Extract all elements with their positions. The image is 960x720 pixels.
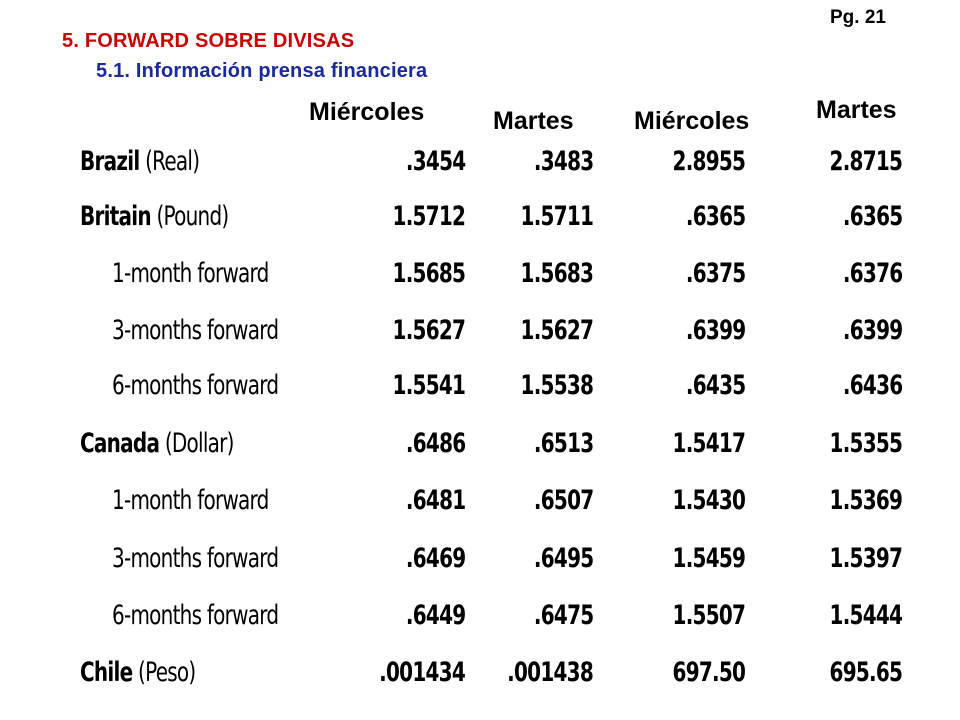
- table-row: 1-month forward .6481 .6507 1.5430 1.536…: [0, 485, 960, 541]
- table-row: 3-months forward .6469 .6495 1.5459 1.53…: [0, 543, 960, 599]
- row-label: Chile (Peso): [80, 657, 196, 688]
- value-cell: .6436: [842, 370, 902, 401]
- value-cell: .6365: [842, 201, 902, 232]
- row-label: 6-months forward: [112, 370, 279, 401]
- value-cell: .6376: [842, 258, 902, 289]
- value-cell: .6475: [533, 600, 593, 631]
- value-cell: .6486: [405, 428, 465, 459]
- value-cell: .6495: [533, 543, 593, 574]
- table-row: Brazil (Real) .3454 .3483 2.8955 2.8715: [0, 146, 960, 202]
- value-cell: .6481: [405, 485, 465, 516]
- value-cell: .6469: [405, 543, 465, 574]
- value-cell: 695.65: [829, 657, 902, 688]
- value-cell: .6449: [405, 600, 465, 631]
- currency-name: (Pound): [156, 201, 229, 232]
- row-label: 1-month forward: [112, 485, 269, 516]
- value-cell: 1.5538: [520, 370, 593, 401]
- value-cell: .6365: [685, 201, 745, 232]
- currency-name: (Real): [145, 146, 200, 177]
- value-cell: .6507: [533, 485, 593, 516]
- section-title: 5. FORWARD SOBRE DIVISAS: [62, 30, 355, 52]
- value-cell: 1.5397: [829, 543, 902, 574]
- value-cell: .6399: [685, 315, 745, 346]
- row-label: 6-months forward: [112, 600, 279, 631]
- value-cell: 1.5507: [672, 600, 745, 631]
- value-cell: 2.8715: [829, 146, 902, 177]
- value-cell: .6513: [533, 428, 593, 459]
- value-cell: .001438: [507, 657, 594, 688]
- value-cell: 1.5444: [829, 600, 902, 631]
- row-label: Britain (Pound): [80, 201, 229, 232]
- value-cell: .001434: [379, 657, 466, 688]
- value-cell: 1.5430: [672, 485, 745, 516]
- value-cell: 2.8955: [672, 146, 745, 177]
- table-row: 6-months forward 1.5541 1.5538 .6435 .64…: [0, 370, 960, 426]
- value-cell: 1.5627: [520, 315, 593, 346]
- column-header-tuesday-2: Martes: [816, 96, 897, 124]
- table-row: Chile (Peso) .001434 .001438 697.50 695.…: [0, 657, 960, 713]
- value-cell: 1.5541: [392, 370, 465, 401]
- value-cell: 1.5459: [672, 543, 745, 574]
- column-header-wednesday-2: Miércoles: [634, 107, 750, 135]
- currency-name: (Peso): [138, 657, 196, 688]
- row-label: Brazil (Real): [80, 146, 200, 177]
- table-row: 1-month forward 1.5685 1.5683 .6375 .637…: [0, 258, 960, 314]
- country-name: Canada: [80, 428, 160, 459]
- row-label: 3-months forward: [112, 543, 279, 574]
- value-cell: 1.5683: [520, 258, 593, 289]
- row-label: Canada (Dollar): [80, 428, 234, 459]
- table-row: 6-months forward .6449 .6475 1.5507 1.54…: [0, 600, 960, 656]
- value-cell: .6375: [685, 258, 745, 289]
- value-cell: 1.5417: [672, 428, 745, 459]
- value-cell: .6435: [685, 370, 745, 401]
- column-header-wednesday-1: Miércoles: [309, 98, 425, 126]
- value-cell: .6399: [842, 315, 902, 346]
- value-cell: .3483: [533, 146, 593, 177]
- value-cell: 1.5712: [392, 201, 465, 232]
- country-name: Britain: [80, 201, 152, 232]
- value-cell: 697.50: [672, 657, 745, 688]
- table-row: 3-months forward 1.5627 1.5627 .6399 .63…: [0, 315, 960, 371]
- row-label: 1-month forward: [112, 258, 269, 289]
- table-row: Canada (Dollar) .6486 .6513 1.5417 1.535…: [0, 428, 960, 484]
- country-name: Chile: [80, 657, 133, 688]
- table-row: Britain (Pound) 1.5712 1.5711 .6365 .636…: [0, 201, 960, 257]
- row-label: 3-months forward: [112, 315, 279, 346]
- value-cell: 1.5711: [520, 201, 593, 232]
- value-cell: 1.5355: [829, 428, 902, 459]
- page-number: Pg. 21: [830, 7, 886, 28]
- currency-name: (Dollar): [164, 428, 235, 459]
- column-header-tuesday-1: Martes: [493, 107, 574, 135]
- value-cell: 1.5685: [392, 258, 465, 289]
- value-cell: 1.5369: [829, 485, 902, 516]
- value-cell: 1.5627: [392, 315, 465, 346]
- value-cell: .3454: [405, 146, 465, 177]
- country-name: Brazil: [80, 146, 140, 177]
- section-subtitle: 5.1. Información prensa financiera: [96, 60, 428, 82]
